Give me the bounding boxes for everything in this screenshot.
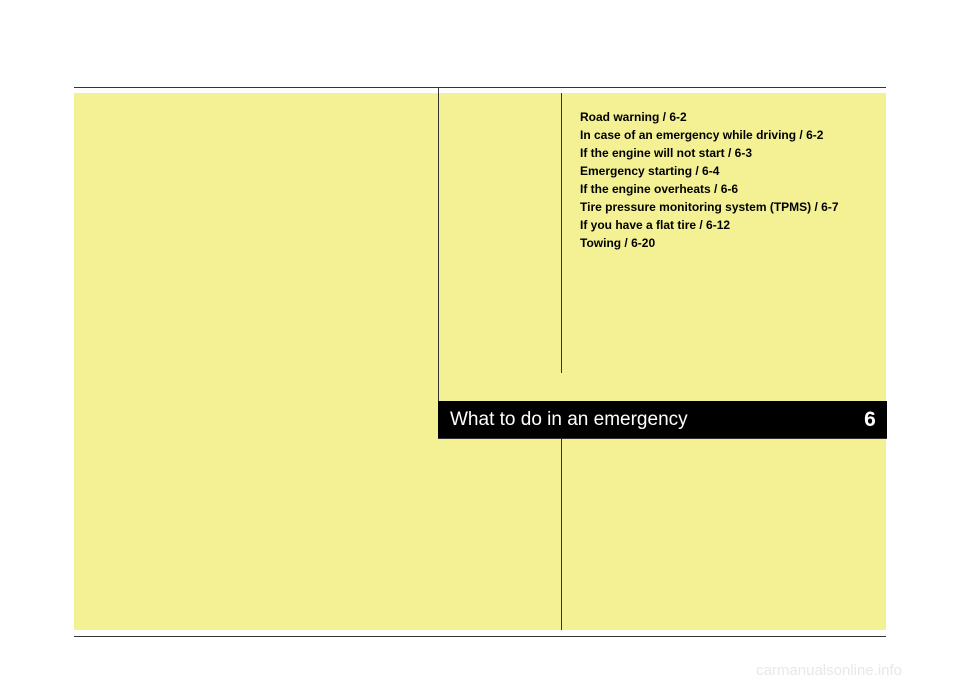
- below-title-horizontal-rule: [438, 438, 887, 439]
- top-horizontal-rule: [74, 87, 886, 88]
- toc-item: Tire pressure monitoring system (TPMS) /…: [580, 198, 839, 216]
- bottom-horizontal-rule: [74, 636, 886, 637]
- toc-item: In case of an emergency while driving / …: [580, 126, 839, 144]
- right-vertical-rule: [561, 93, 562, 373]
- toc-item: If you have a flat tire / 6-12: [580, 216, 839, 234]
- chapter-number-box: 6: [853, 401, 887, 438]
- chapter-title-text: What to do in an emergency: [450, 409, 688, 431]
- toc-item: Road warning / 6-2: [580, 108, 839, 126]
- chapter-number-text: 6: [864, 408, 876, 432]
- chapter-title-bar: What to do in an emergency: [438, 401, 853, 438]
- toc-item: Towing / 6-20: [580, 234, 839, 252]
- toc-item: If the engine overheats / 6-6: [580, 180, 839, 198]
- toc-item: If the engine will not start / 6-3: [580, 144, 839, 162]
- below-title-vertical-rule: [561, 438, 562, 630]
- watermark-text: carmanualsonline.info: [756, 662, 902, 679]
- toc-item: Emergency starting / 6-4: [580, 162, 839, 180]
- table-of-contents: Road warning / 6-2 In case of an emergen…: [580, 108, 839, 252]
- center-vertical-rule: [438, 87, 439, 438]
